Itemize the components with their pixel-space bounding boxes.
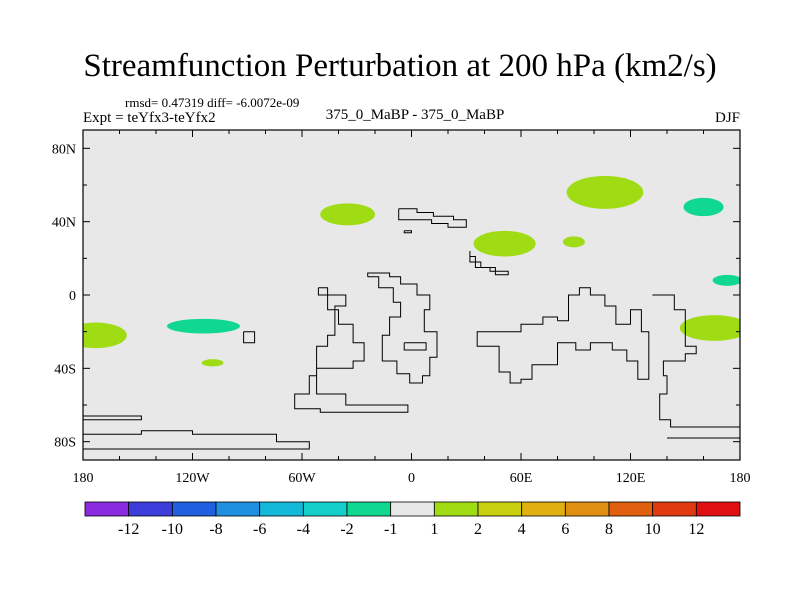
x-tick-label: 60E	[510, 471, 533, 486]
colorbar-label: -8	[209, 521, 222, 538]
colorbar-label: -10	[162, 521, 183, 538]
colorbar-box	[652, 501, 697, 517]
coastline	[652, 294, 740, 428]
colorbar-label: -1	[384, 521, 397, 538]
field-region--2	[166, 318, 240, 334]
colorbar-box	[433, 501, 479, 517]
colorbar-box	[564, 501, 610, 517]
colorbar-box	[346, 501, 392, 517]
colorbar-label: 4	[518, 521, 526, 538]
field-region-2	[562, 236, 585, 248]
colorbar-label: -6	[253, 521, 266, 538]
colorbar-box	[171, 501, 217, 517]
coastline	[294, 287, 409, 413]
coastline	[403, 230, 412, 234]
coastline	[476, 287, 650, 384]
colorbar-box	[259, 501, 304, 517]
colorbar-label: 6	[561, 521, 569, 538]
x-tick-label: 180	[730, 471, 751, 486]
y-tick-label: 80N	[52, 142, 76, 157]
y-tick-label: 0	[69, 289, 76, 304]
colorbar-label: 8	[605, 521, 613, 538]
colorbar-box	[695, 501, 741, 517]
field-region--2	[712, 274, 740, 286]
field-region-2	[473, 230, 536, 257]
coastline	[469, 251, 509, 276]
coastline	[83, 430, 310, 450]
coastline	[398, 208, 467, 228]
colorbar-box	[215, 501, 261, 517]
colorbar-label: 10	[645, 521, 661, 538]
x-tick-label: 180	[73, 471, 94, 486]
colorbar-label: 12	[688, 521, 704, 538]
y-tick-label: 80S	[54, 436, 76, 451]
field-region-2	[320, 203, 375, 226]
y-tick-label: 40S	[54, 362, 76, 377]
plot-background	[83, 130, 740, 460]
coastline	[83, 415, 142, 421]
x-tick-label: 60W	[288, 471, 316, 486]
y-tick-label: 40N	[52, 216, 76, 231]
colorbar-box	[477, 501, 523, 517]
colorbar-label: 2	[474, 521, 482, 538]
x-tick-label: 120W	[175, 471, 210, 486]
colorbar-box	[302, 501, 348, 517]
field-region--2	[683, 197, 724, 217]
colorbar-label: -2	[340, 521, 353, 538]
coastline	[367, 272, 438, 384]
colorbar-box	[84, 501, 130, 517]
field-region--2	[201, 359, 224, 367]
season-label: DJF	[714, 110, 740, 126]
stats-line: rmsd= 0.47319 diff= -6.0072e-09	[125, 95, 300, 110]
coastline	[403, 342, 427, 351]
case-label: 375_0_MaBP - 375_0_MaBP	[325, 107, 505, 123]
x-tick-label: 120E	[616, 471, 646, 486]
coastline	[243, 331, 256, 344]
colorbar-box	[608, 501, 654, 517]
x-tick-label: 0	[408, 471, 415, 486]
chart-title: Streamfunction Perturbation at 200 hPa (…	[83, 48, 717, 84]
field-region-2	[83, 322, 127, 349]
colorbar-label: -12	[118, 521, 139, 538]
colorbar-label: 1	[430, 521, 438, 538]
experiment-label: Expt = teYfx3-teYfx2	[83, 110, 216, 126]
colorbar-box	[521, 501, 566, 517]
field-region-2	[679, 315, 740, 341]
colorbar-box	[128, 501, 173, 517]
field-region-2	[566, 175, 644, 209]
colorbar-box	[390, 501, 435, 517]
colorbar-label: -4	[297, 521, 310, 538]
